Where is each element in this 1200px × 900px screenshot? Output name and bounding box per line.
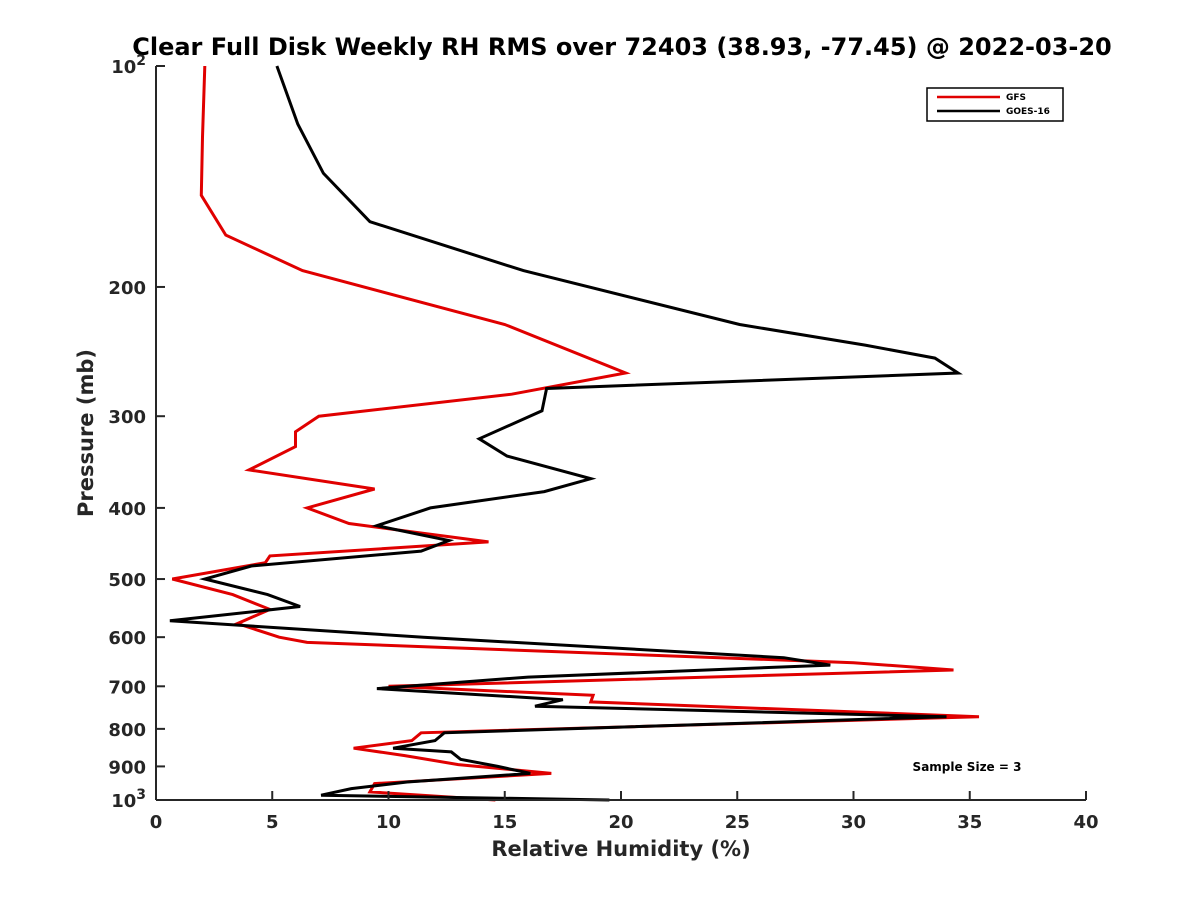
x-tick-label: 10 [376,812,401,833]
x-tick-label: 20 [608,812,633,833]
y-tick-label: 500 [108,570,146,591]
y-axis-label: Pressure (mb) [74,349,98,517]
x-tick-label: 15 [492,812,517,833]
y-tick-label: 400 [108,499,146,520]
legend-box [926,87,1064,122]
x-axis-label: Relative Humidity (%) [491,837,750,861]
legend-label-goes16: GOES-16 [1006,107,1050,117]
legend-label-gfs: GFS [1006,93,1026,103]
series-line-gfs [171,65,980,802]
y-ticks: 102 200 300 400 500 600 700 800 900 103 [108,53,165,812]
x-tick-label: 30 [841,812,866,833]
y-tick-label: 600 [108,628,146,649]
plot-lines [169,65,980,802]
y-tick-label: 300 [108,407,146,428]
y-tick-label: 900 [108,757,146,778]
series-line-goes16 [169,65,963,802]
y-tick-label: 700 [108,677,146,698]
y-tick-label: 800 [108,720,146,741]
x-tick-label: 40 [1073,812,1098,833]
y-tick-label: 200 [108,278,146,299]
x-tick-label: 0 [150,812,163,833]
x-ticks: 0 5 10 15 20 25 30 35 40 [150,791,1099,833]
legend: GFS GOES-16 [926,87,1064,122]
chart-title: Clear Full Disk Weekly RH RMS over 72403… [132,33,1112,61]
x-tick-label: 5 [266,812,279,833]
y-tick-label: 103 [111,787,146,812]
x-tick-label: 35 [957,812,982,833]
x-tick-label: 25 [725,812,750,833]
y-tick-label: 102 [111,53,146,78]
sample-size-annotation: Sample Size = 3 [913,760,1022,774]
